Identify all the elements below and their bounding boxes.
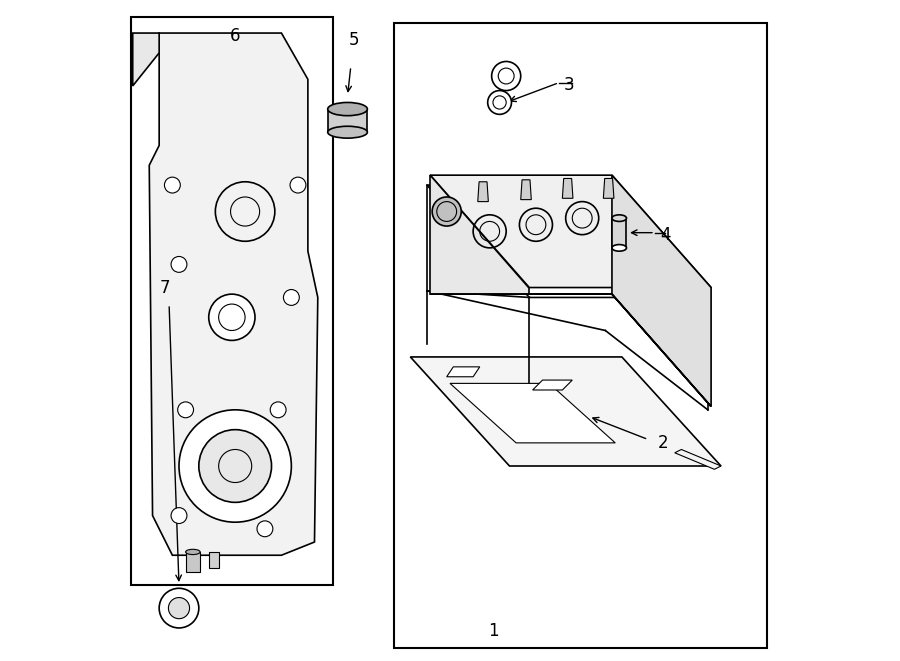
Circle shape <box>165 177 180 193</box>
Ellipse shape <box>328 102 367 116</box>
Circle shape <box>488 91 511 114</box>
Bar <box>394 23 768 648</box>
Circle shape <box>257 521 273 537</box>
Circle shape <box>171 256 187 272</box>
Text: 3: 3 <box>563 75 574 94</box>
Polygon shape <box>562 178 573 198</box>
Polygon shape <box>430 175 711 288</box>
Text: 4: 4 <box>661 225 670 244</box>
Circle shape <box>270 402 286 418</box>
Polygon shape <box>149 33 318 555</box>
Text: 2: 2 <box>658 434 669 452</box>
Polygon shape <box>612 175 711 407</box>
Text: 6: 6 <box>230 27 240 46</box>
Circle shape <box>171 508 187 524</box>
Circle shape <box>284 290 300 305</box>
Circle shape <box>491 61 521 91</box>
Circle shape <box>168 598 190 619</box>
Bar <box>131 17 333 585</box>
Polygon shape <box>450 383 616 443</box>
Circle shape <box>209 294 255 340</box>
Polygon shape <box>675 449 721 469</box>
Ellipse shape <box>185 549 200 555</box>
Polygon shape <box>132 33 159 86</box>
Bar <box>612 218 626 248</box>
Ellipse shape <box>612 245 626 251</box>
Text: 7: 7 <box>159 278 170 297</box>
Polygon shape <box>328 109 367 132</box>
Polygon shape <box>478 182 489 202</box>
Circle shape <box>199 430 272 502</box>
Bar <box>209 552 219 568</box>
Circle shape <box>159 588 199 628</box>
Circle shape <box>177 402 194 418</box>
Polygon shape <box>430 175 529 294</box>
Text: 1: 1 <box>488 622 499 641</box>
Circle shape <box>432 197 461 226</box>
Polygon shape <box>521 180 531 200</box>
Polygon shape <box>410 357 721 466</box>
Ellipse shape <box>328 126 367 138</box>
Bar <box>185 552 200 572</box>
Text: 5: 5 <box>349 30 359 49</box>
Polygon shape <box>603 178 614 198</box>
Circle shape <box>179 410 292 522</box>
Circle shape <box>290 177 306 193</box>
Ellipse shape <box>612 215 626 221</box>
Polygon shape <box>533 380 572 390</box>
Polygon shape <box>446 367 480 377</box>
